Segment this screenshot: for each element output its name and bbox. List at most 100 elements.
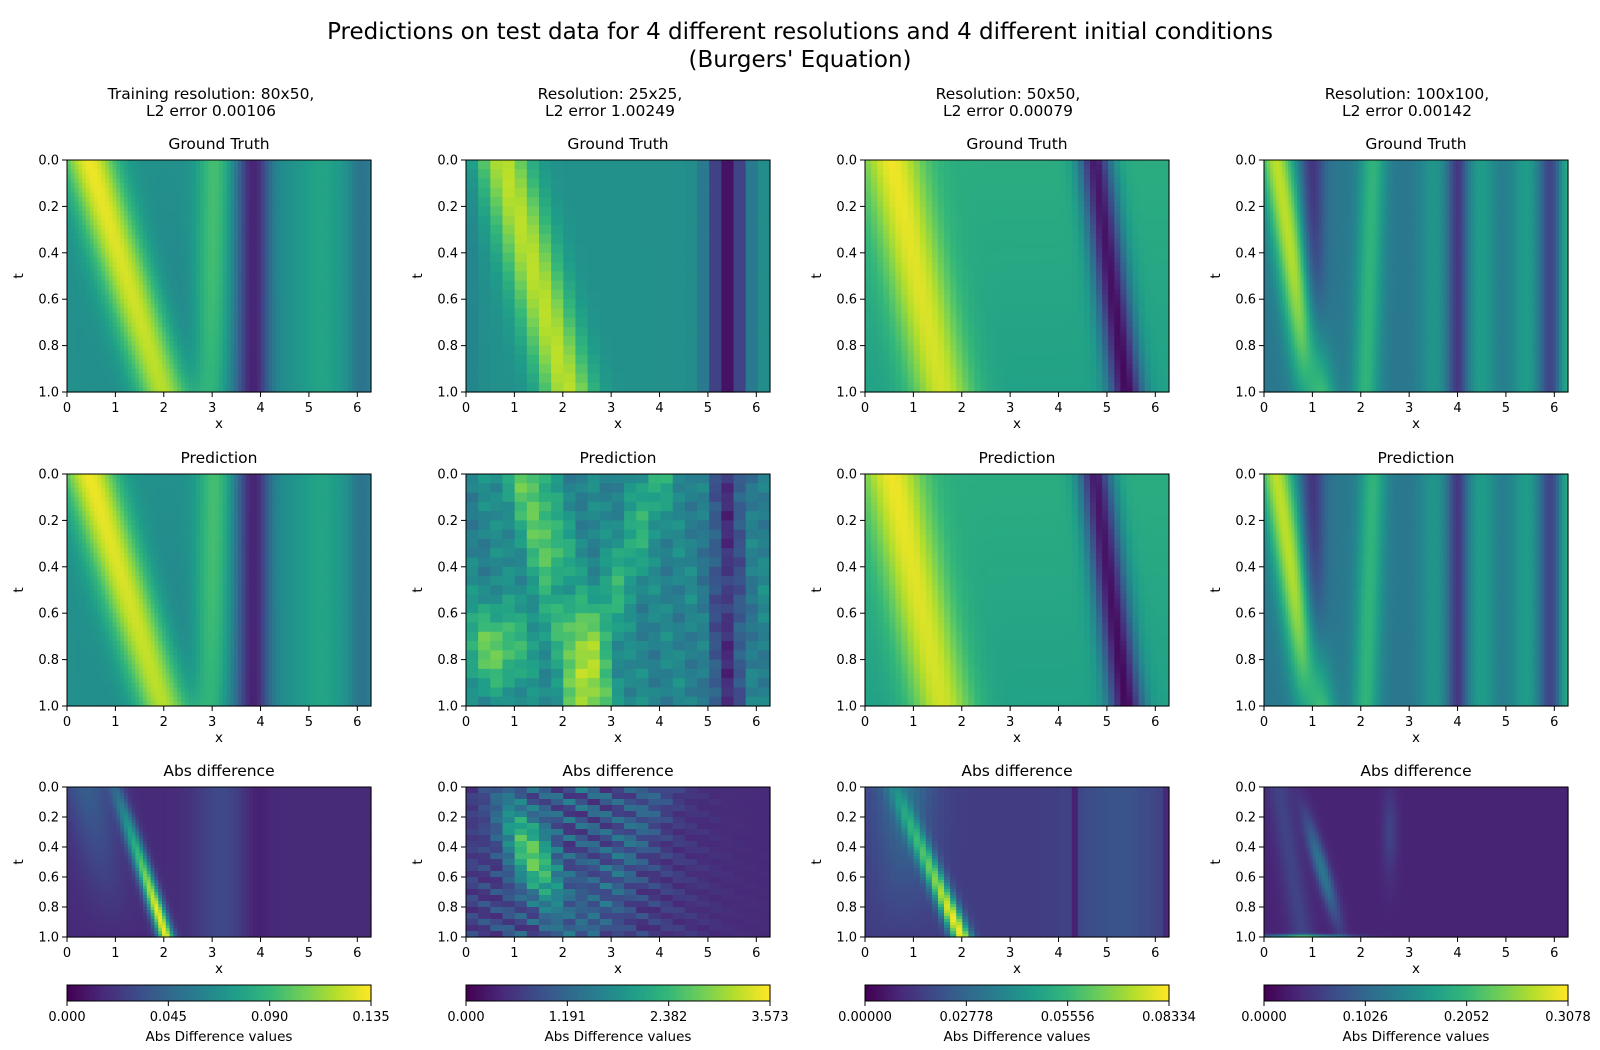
heatmap-cell <box>265 234 269 239</box>
heatmap-cell <box>246 169 250 174</box>
heatmap-cell <box>223 202 227 207</box>
heatmap-cell <box>200 206 204 211</box>
heatmap-cell <box>242 244 246 249</box>
heatmap-cell <box>105 211 109 216</box>
heatmap-cell <box>223 225 227 230</box>
heatmap-cell <box>219 220 223 225</box>
heatmap-cell <box>109 174 113 179</box>
heatmap-cell <box>181 257 185 262</box>
heatmap-cell <box>314 174 318 179</box>
heatmap-cell <box>253 169 257 174</box>
heatmap-cell <box>101 225 105 230</box>
heatmap-cell <box>151 230 155 235</box>
heatmap-cell <box>234 216 238 221</box>
heatmap-cell <box>128 188 132 193</box>
heatmap-cell <box>151 225 155 230</box>
heatmap-cell <box>181 183 185 188</box>
heatmap-cell <box>124 179 128 184</box>
heatmap-cell <box>291 220 295 225</box>
heatmap-cell <box>314 183 318 188</box>
heatmap-cell <box>363 234 367 239</box>
heatmap-cell <box>227 165 231 170</box>
heatmap-cell <box>105 230 109 235</box>
heatmap-cell <box>257 244 261 249</box>
heatmap-cell <box>82 169 86 174</box>
heatmap-cell <box>162 253 166 258</box>
heatmap-cell <box>322 206 326 211</box>
heatmap-cell <box>246 248 250 253</box>
heatmap-cell <box>101 248 105 253</box>
heatmap-cell <box>253 244 257 249</box>
heatmap-cell <box>211 179 215 184</box>
heatmap-cell <box>242 220 246 225</box>
heatmap-cell <box>268 160 272 165</box>
heatmap-cell <box>120 188 124 193</box>
heatmap-cell <box>181 230 185 235</box>
heatmap-cell <box>154 197 158 202</box>
heatmap-cell <box>246 216 250 221</box>
heatmap-cell <box>82 230 86 235</box>
heatmap-cell <box>341 257 345 262</box>
heatmap-cell <box>295 257 299 262</box>
heatmap-cell <box>181 244 185 249</box>
heatmap-cell <box>280 169 284 174</box>
heatmap-cell <box>105 257 109 262</box>
heatmap-cell <box>162 216 166 221</box>
heatmap-cell <box>272 244 276 249</box>
heatmap-cell <box>139 165 143 170</box>
heatmap-cell <box>215 183 219 188</box>
heatmap-cell <box>253 248 257 253</box>
heatmap-cell <box>337 202 341 207</box>
heatmap-cell <box>257 257 261 262</box>
heatmap-cell <box>170 160 174 165</box>
heatmap-cell <box>78 188 82 193</box>
heatmap-cell <box>128 183 132 188</box>
heatmap-cell <box>147 160 151 165</box>
heatmap-cell <box>75 253 79 258</box>
heatmap-cell <box>75 174 79 179</box>
heatmap-cell <box>303 192 307 197</box>
heatmap-cell <box>219 183 223 188</box>
heatmap-cell <box>363 165 367 170</box>
heatmap-cell <box>306 202 310 207</box>
heatmap-cell <box>329 257 333 262</box>
heatmap-cell <box>363 192 367 197</box>
heatmap-cell <box>344 160 348 165</box>
heatmap-cell <box>120 169 124 174</box>
heatmap-cell <box>132 183 136 188</box>
heatmap-cell <box>249 169 253 174</box>
heatmap-cell <box>318 253 322 258</box>
heatmap-cell <box>90 239 94 244</box>
heatmap-cell <box>143 192 147 197</box>
heatmap-cell <box>280 225 284 230</box>
heatmap-cell <box>166 216 170 221</box>
heatmap-cell <box>105 197 109 202</box>
heatmap-cell <box>329 220 333 225</box>
heatmap-cell <box>94 225 98 230</box>
heatmap-cell <box>109 202 113 207</box>
heatmap-cell <box>116 234 120 239</box>
heatmap-cell <box>192 179 196 184</box>
heatmap-cell <box>200 165 204 170</box>
heatmap-cell <box>75 234 79 239</box>
heatmap-cell <box>151 216 155 221</box>
heatmap-cell <box>78 183 82 188</box>
heatmap-cell <box>177 230 181 235</box>
heatmap-cell <box>158 211 162 216</box>
heatmap-cell <box>344 225 348 230</box>
heatmap-cell <box>162 234 166 239</box>
heatmap-cell <box>337 211 341 216</box>
heatmap-cell <box>139 197 143 202</box>
heatmap-cell <box>192 165 196 170</box>
heatmap-cell <box>318 169 322 174</box>
heatmap-cell <box>265 248 269 253</box>
heatmap-cell <box>67 244 71 249</box>
heatmap-cell <box>227 230 231 235</box>
heatmap-cell <box>71 257 75 262</box>
heatmap-cell <box>208 183 212 188</box>
heatmap-cell <box>75 220 79 225</box>
heatmap-cell <box>352 169 356 174</box>
heatmap-cell <box>82 225 86 230</box>
heatmap-cell <box>227 211 231 216</box>
heatmap-cell <box>303 220 307 225</box>
